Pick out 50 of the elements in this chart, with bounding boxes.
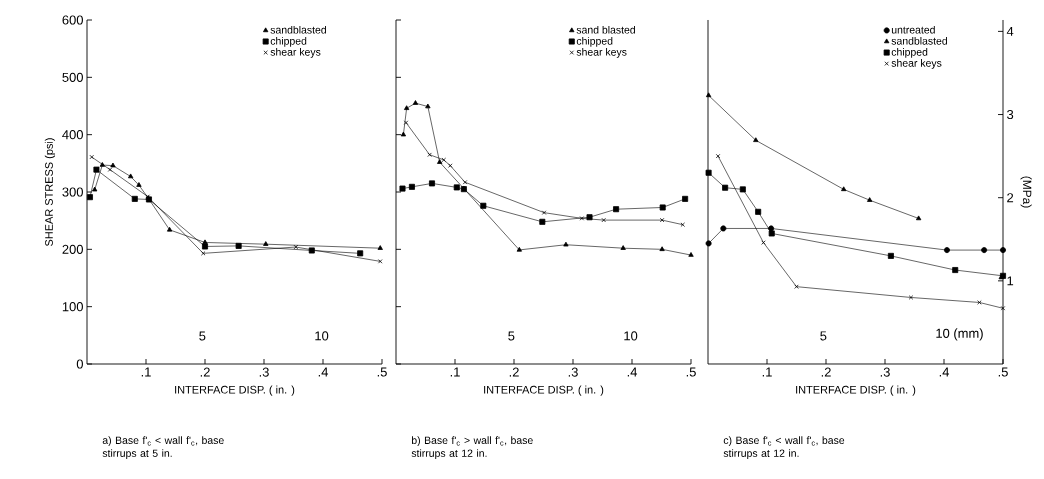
- y-tick-label: 400: [62, 130, 83, 140]
- legend-label: sandblasted: [891, 36, 947, 45]
- annotation: 5: [508, 331, 515, 341]
- x-axis-title: INTERFACE DISP. ( in. ): [484, 385, 604, 396]
- y-tick-label: 600: [62, 15, 83, 25]
- y-tick-label: 500: [62, 72, 83, 82]
- x-tick-label: .5: [377, 367, 387, 377]
- x-axis-title: INTERFACE DISP. ( in. ): [796, 385, 916, 396]
- y2-tick-label: 2: [1007, 193, 1014, 203]
- x-tick-label: .3: [259, 367, 269, 377]
- x-tick-label: .1: [450, 367, 460, 377]
- x-tick-label: .4: [939, 367, 950, 377]
- text: b) Base f'$_{c}$ > wall f'$_{c}$, base stirrups at 12 in.: [411, 436, 533, 460]
- legend-label: sandblasted: [270, 25, 326, 34]
- y2-axis-title: (MPa): [1020, 176, 1032, 208]
- annotation: 10 (mm): [936, 328, 983, 341]
- annotation: 5: [820, 331, 827, 341]
- y2-tick-label: 1: [1007, 276, 1014, 286]
- legend-label: shear keys: [576, 48, 627, 58]
- x-tick-label: .1: [141, 367, 151, 377]
- x-tick-label: .1: [762, 367, 772, 377]
- y2-tick-label: 4: [1006, 26, 1014, 36]
- y-axis-title: SHEAR STRESS (psi): [44, 138, 56, 246]
- annotation: 10: [624, 331, 638, 341]
- legend-label: untreated: [891, 25, 935, 34]
- x-tick-label: .4: [627, 367, 638, 377]
- text: c) Base f'$_{c}$ < wall f'$_{c}$, base stirrups at 12 in.: [723, 436, 845, 460]
- y-tick-label: 200: [62, 244, 83, 254]
- y-tick-label: 0: [76, 359, 83, 369]
- x-tick-label: .2: [509, 367, 519, 377]
- x-tick-label: .4: [318, 367, 329, 377]
- legend-label: chipped: [270, 36, 307, 47]
- x-tick-label: .3: [568, 367, 578, 377]
- legend-label: chipped: [891, 48, 928, 58]
- x-tick-label: .5: [686, 367, 696, 377]
- x-axis-title: INTERFACE DISP. ( in. ): [175, 385, 295, 396]
- legend-label: shear keys: [270, 48, 321, 58]
- y-tick-label: 100: [62, 302, 83, 312]
- legend-label: sand blasted: [576, 25, 635, 34]
- legend-label: shear keys: [891, 59, 942, 69]
- x-tick-label: .3: [880, 367, 890, 377]
- x-tick-label: .2: [200, 367, 210, 377]
- x-tick-label: .5: [998, 367, 1008, 377]
- legend-label: chipped: [576, 36, 613, 47]
- annotation: 10: [315, 331, 329, 341]
- x-tick-label: .2: [821, 367, 831, 377]
- y2-tick-label: 3: [1007, 109, 1014, 120]
- y-tick-label: 300: [62, 187, 83, 197]
- annotation: 5: [199, 331, 206, 341]
- text: a) Base f'$_{c}$ < wall f'$_{c}$, base stirrups at 5 in.: [102, 436, 224, 460]
